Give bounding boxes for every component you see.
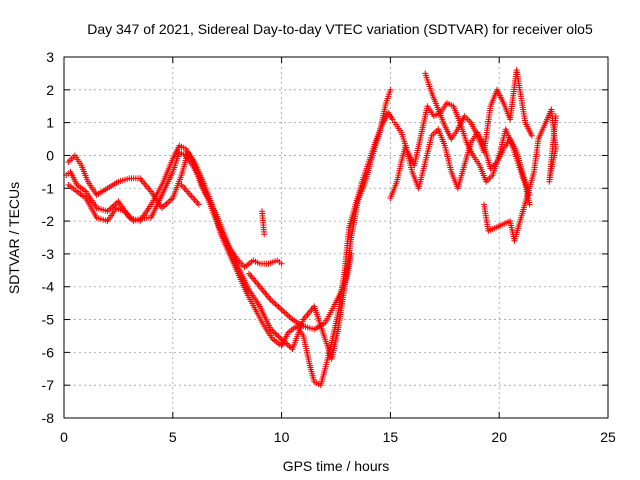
data-point-track-d	[286, 313, 293, 320]
x-tick-label: 25	[600, 429, 616, 445]
x-tick-label: 15	[383, 429, 399, 445]
y-tick-label: -8	[42, 410, 55, 426]
data-point-track-d	[284, 312, 291, 319]
y-tick-label: 2	[46, 82, 54, 98]
data-point-track-h	[261, 231, 268, 238]
data-point-track-c	[275, 333, 282, 340]
y-tick-label: -3	[42, 246, 55, 262]
data-point-track-d	[269, 298, 276, 305]
x-tick-label: 5	[169, 429, 177, 445]
data-point-track-b	[163, 200, 170, 207]
y-tick-label: -6	[42, 344, 55, 360]
data-point-track-a	[278, 260, 285, 267]
grid-lines	[64, 57, 608, 418]
data-point-track-d	[281, 309, 288, 316]
data-point-track-b	[162, 202, 169, 209]
data-point-track-b	[166, 197, 173, 204]
data-point-track-a	[112, 201, 119, 208]
y-tick-label: -4	[42, 279, 55, 295]
data-point-track-g	[528, 132, 535, 139]
data-point-track-c	[286, 343, 293, 350]
data-point-track-d	[275, 303, 282, 310]
data-point-track-d	[270, 299, 277, 306]
data-marks	[63, 67, 559, 389]
data-point-track-c	[387, 86, 394, 93]
data-point-track-h	[195, 201, 202, 208]
data-point-track-c	[270, 329, 277, 336]
x-tick-label: 0	[60, 429, 68, 445]
data-point-track-d	[273, 302, 280, 309]
data-point-track-a	[107, 205, 114, 212]
data-point-track-c	[284, 341, 291, 348]
data-point-track-a	[109, 204, 116, 211]
x-tick-label: 20	[491, 429, 507, 445]
y-tick-label: 0	[46, 147, 54, 163]
y-tick-label: -7	[42, 377, 55, 393]
data-point-track-d	[348, 250, 355, 257]
data-point-track-d	[277, 305, 284, 312]
data-point-track-f	[526, 201, 533, 208]
data-point-track-d	[278, 306, 285, 313]
y-axis-title: SDTVAR / TECUs	[6, 182, 22, 294]
y-tick-label: -2	[42, 213, 55, 229]
data-point-track-h	[552, 113, 559, 120]
x-tick-labels: 0 5 10 15 20 25	[60, 429, 616, 445]
data-point-track-d	[283, 310, 290, 317]
data-point-track-c	[273, 332, 280, 339]
y-tick-label: 1	[46, 115, 54, 131]
y-tick-label: -1	[42, 180, 55, 196]
data-point-track-b	[389, 116, 396, 123]
x-tick-label: 10	[274, 429, 290, 445]
data-point-track-d	[272, 301, 279, 308]
plot-frame	[63, 56, 609, 419]
y-tick-label: 3	[46, 49, 54, 65]
axis-ticks	[63, 56, 609, 419]
x-axis-title: GPS time / hours	[283, 458, 390, 474]
y-tick-label: -5	[42, 312, 55, 328]
data-point-track-b	[165, 199, 172, 206]
data-point-track-d	[280, 308, 287, 315]
chart-title: Day 347 of 2021, Sidereal Day-to-day VTE…	[87, 21, 593, 37]
y-tick-labels: -8 -7 -6 -5 -4 -3 -2 -1 0 1 2 3	[42, 49, 55, 426]
